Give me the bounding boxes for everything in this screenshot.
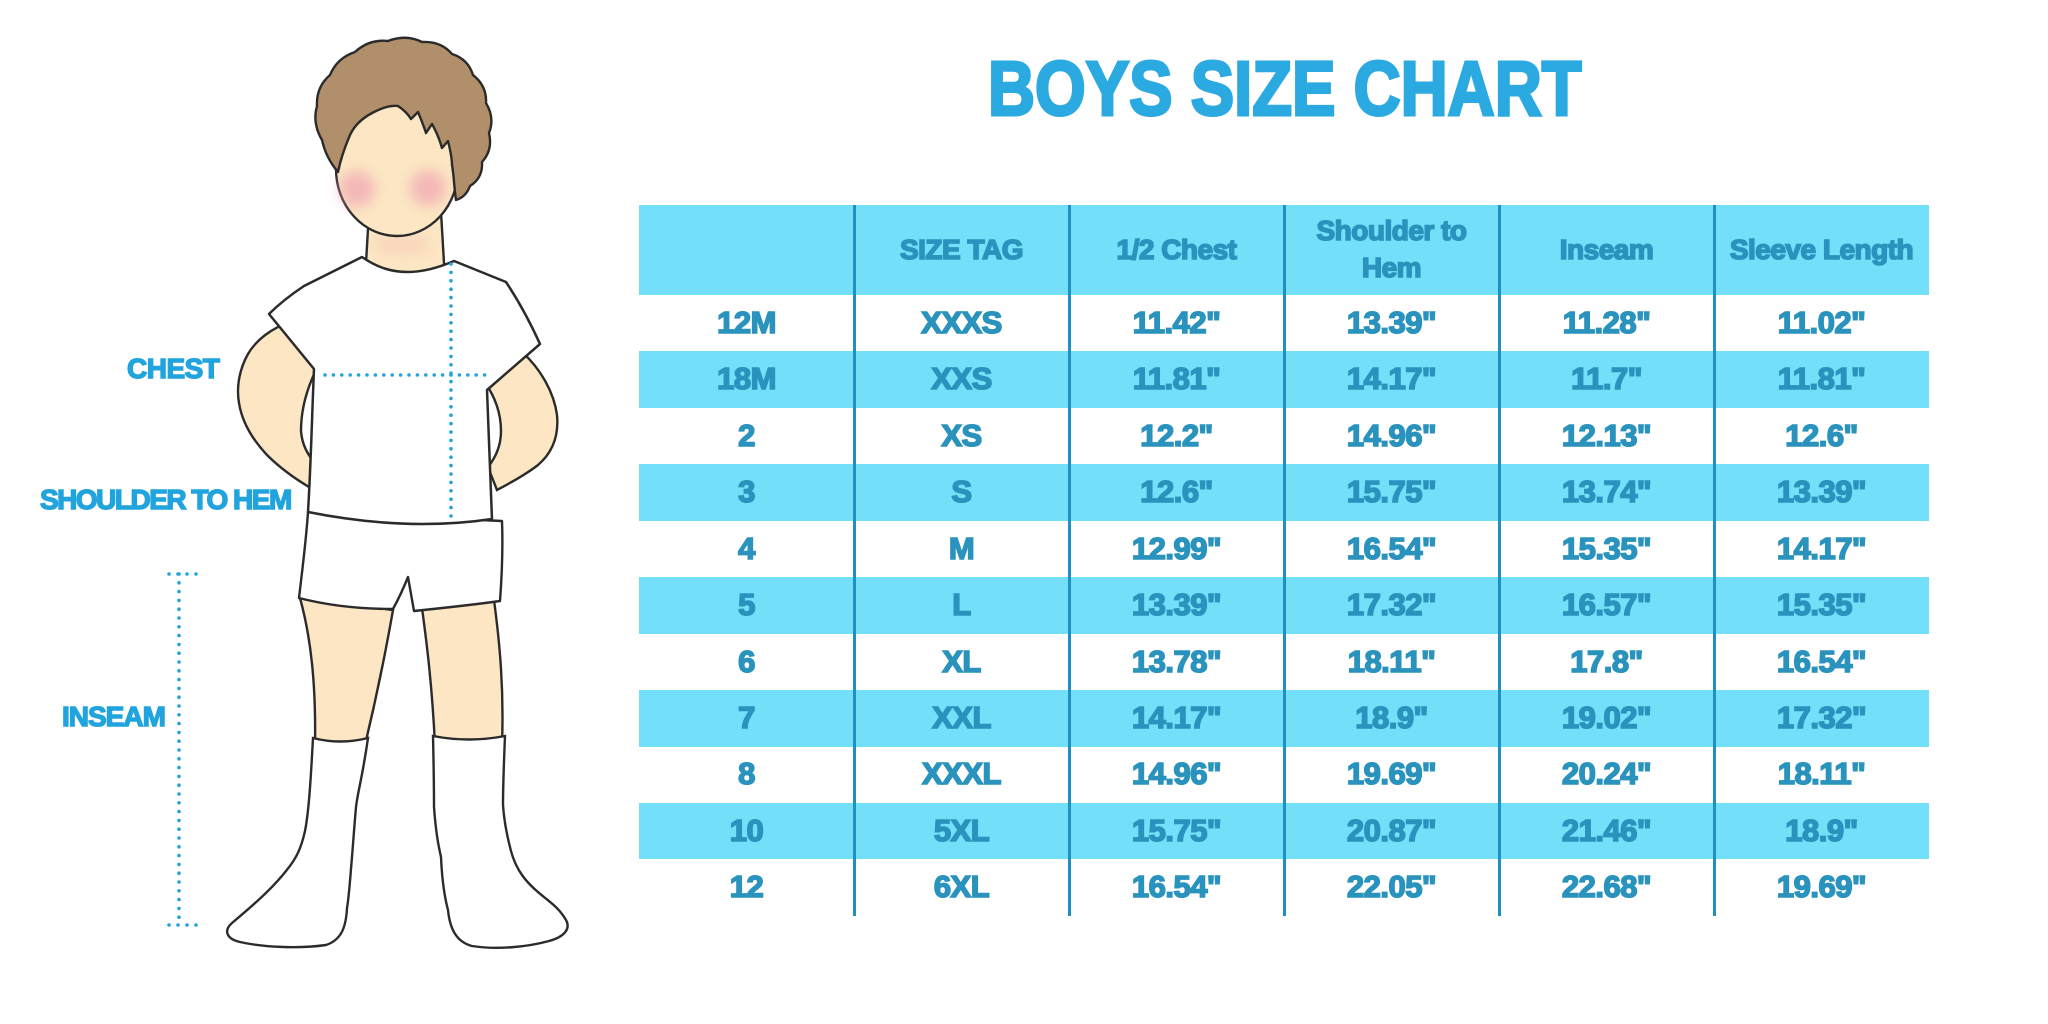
svg-text:CHEST: CHEST [127, 353, 220, 384]
svg-text:INSEAM: INSEAM [62, 701, 165, 732]
svg-text:SHOULDER TO HEM: SHOULDER TO HEM [40, 484, 291, 515]
